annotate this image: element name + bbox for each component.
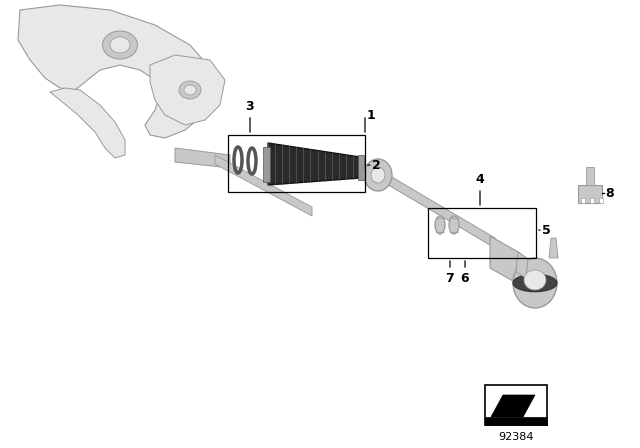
Bar (485, 417, 547, 425)
Ellipse shape (513, 274, 557, 292)
Ellipse shape (102, 31, 138, 59)
Bar (590, 198, 594, 203)
Ellipse shape (184, 85, 196, 95)
Polygon shape (268, 143, 360, 185)
Polygon shape (490, 236, 526, 285)
Bar (485, 385, 547, 425)
Polygon shape (491, 395, 535, 417)
Polygon shape (215, 155, 312, 216)
Bar (581, 198, 585, 203)
Ellipse shape (364, 159, 392, 191)
Text: 1: 1 (367, 108, 376, 121)
Bar (599, 198, 603, 203)
Ellipse shape (513, 258, 557, 308)
Polygon shape (385, 173, 495, 248)
Text: 4: 4 (476, 173, 484, 186)
Text: 2: 2 (372, 159, 381, 172)
Bar (228, 135, 365, 192)
Polygon shape (150, 55, 225, 125)
Polygon shape (175, 148, 230, 168)
Polygon shape (50, 88, 125, 158)
Ellipse shape (179, 81, 201, 99)
Polygon shape (358, 155, 364, 180)
Ellipse shape (371, 167, 385, 183)
Bar (586, 167, 594, 185)
Text: 6: 6 (461, 272, 469, 285)
Text: 5: 5 (542, 224, 551, 237)
Ellipse shape (449, 216, 459, 234)
Ellipse shape (435, 216, 445, 234)
Text: 8: 8 (605, 186, 614, 199)
Polygon shape (549, 238, 558, 258)
Text: 92384: 92384 (499, 432, 534, 442)
Polygon shape (516, 252, 528, 278)
Polygon shape (18, 5, 215, 138)
Polygon shape (263, 147, 270, 182)
Text: 7: 7 (445, 272, 454, 285)
Text: 3: 3 (246, 100, 254, 113)
Bar (428, 208, 536, 258)
Ellipse shape (524, 270, 546, 290)
Bar (578, 185, 602, 203)
Ellipse shape (110, 37, 130, 53)
